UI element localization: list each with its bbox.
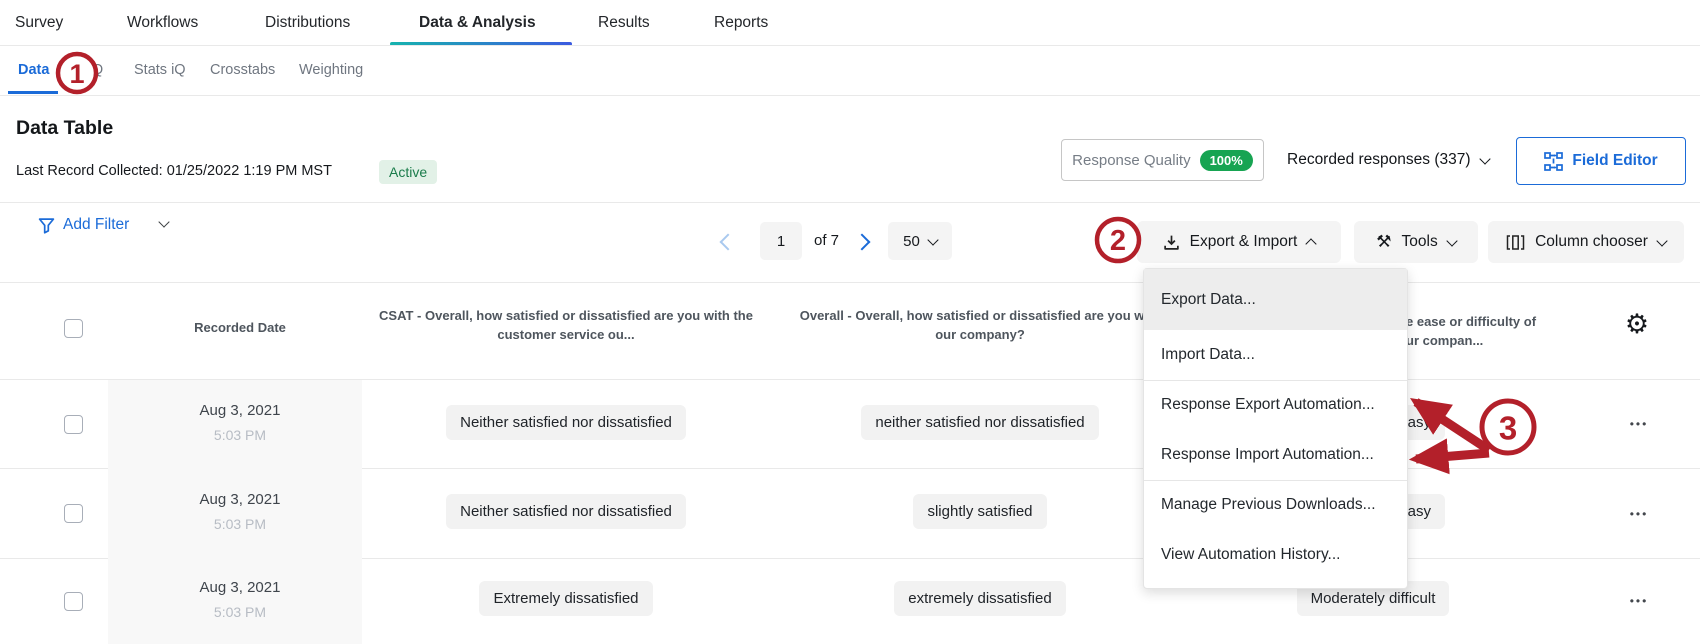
- table-settings-gear-icon[interactable]: ⚙: [1624, 309, 1650, 340]
- column-header-ease-line2: ur compan...: [1406, 333, 1484, 348]
- tab-reports[interactable]: Reports: [714, 14, 769, 31]
- tab-data-analysis[interactable]: Data & Analysis: [419, 14, 536, 31]
- csat-value-chip: Neither satisfied nor dissatisfied: [446, 405, 686, 440]
- annotation-number-3: 3: [1499, 410, 1517, 447]
- table-top-border: [0, 282, 1700, 283]
- csat-value-chip: Neither satisfied nor dissatisfied: [446, 494, 686, 529]
- chevron-down-icon: [1656, 234, 1668, 247]
- row-actions-ellipsis-icon[interactable]: •••: [1629, 417, 1649, 431]
- field-editor-button[interactable]: Field Editor: [1516, 137, 1686, 185]
- column-header-recorded-date[interactable]: Recorded Date: [194, 320, 286, 335]
- field-editor-icon: [1544, 151, 1564, 171]
- tab-workflows[interactable]: Workflows: [127, 14, 199, 31]
- toolbar-divider: [0, 202, 1700, 203]
- date-column-background: [108, 380, 362, 644]
- csat-value-chip: Extremely dissatisfied: [479, 581, 653, 616]
- active-subtab-underline: [8, 91, 58, 94]
- subtab-stats-iq[interactable]: Stats iQ: [134, 62, 186, 78]
- column-header-ease-line1: e ease or difficulty of: [1406, 314, 1537, 329]
- row-checkbox[interactable]: [64, 504, 83, 523]
- recorded-date-value: Aug 3, 2021: [199, 491, 281, 508]
- recorded-date-value: Aug 3, 2021: [199, 579, 281, 596]
- overall-value-chip: extremely dissatisfied: [894, 581, 1066, 616]
- tab-results[interactable]: Results: [598, 14, 650, 31]
- subtab-text-iq[interactable]: Text iQ: [58, 62, 104, 78]
- row-border-1: [0, 468, 1700, 469]
- recorded-responses-dropdown[interactable]: Recorded responses (337): [1287, 139, 1491, 181]
- column-header-ease[interactable]: e ease or difficulty of ur compan...: [1406, 312, 1566, 350]
- filter-chevron-down-icon[interactable]: [158, 216, 170, 228]
- header-row-border: [0, 379, 1700, 380]
- menu-item-response-import-automation[interactable]: Response Import Automation...: [1161, 445, 1374, 463]
- filter-funnel-icon: [38, 217, 55, 234]
- page-previous-button[interactable]: [719, 233, 737, 253]
- download-icon: [1163, 235, 1179, 250]
- page-title: Data Table: [16, 117, 114, 139]
- menu-divider: [1144, 379, 1407, 381]
- tools-wrench-icon: ⚒: [1376, 232, 1392, 252]
- overall-value-chip: neither satisfied nor dissatisfied: [861, 405, 1099, 440]
- column-chooser-button[interactable]: Column chooser: [1488, 221, 1684, 263]
- select-all-checkbox[interactable]: [64, 319, 83, 338]
- menu-item-import-data[interactable]: Import Data...: [1161, 345, 1255, 363]
- last-record-collected: Last Record Collected: 01/25/2022 1:19 P…: [16, 163, 332, 179]
- column-chooser-label: Column chooser: [1535, 233, 1648, 250]
- page-size-dropdown[interactable]: 50: [888, 222, 952, 260]
- response-quality-button[interactable]: Response Quality 100%: [1061, 139, 1264, 181]
- menu-item-response-export-automation[interactable]: Response Export Automation...: [1161, 396, 1375, 414]
- active-tab-underline: [390, 42, 572, 46]
- recorded-time-value: 5:03 PM: [213, 604, 267, 620]
- menu-item-export-data[interactable]: Export Data...: [1144, 269, 1407, 330]
- chevron-down-icon: [1446, 234, 1458, 247]
- tab-survey[interactable]: Survey: [15, 14, 64, 31]
- menu-item-view-automation-history[interactable]: View Automation History...: [1161, 545, 1341, 563]
- recorded-time-value: 5:03 PM: [213, 427, 267, 443]
- export-import-button[interactable]: Export & Import: [1137, 221, 1341, 263]
- add-filter-button[interactable]: Add Filter: [38, 212, 129, 238]
- subtab-weighting[interactable]: Weighting: [299, 62, 364, 78]
- chevron-up-icon: [1305, 238, 1318, 250]
- annotation-number-2: 2: [1110, 225, 1126, 257]
- export-import-menu: Export Data... Import Data... Response E…: [1143, 268, 1408, 589]
- page-size-value: 50: [903, 232, 920, 250]
- recorded-time-value: 5:03 PM: [213, 516, 267, 532]
- overall-value-chip: slightly satisfied: [913, 494, 1047, 529]
- menu-item-manage-previous-downloads[interactable]: Manage Previous Downloads...: [1161, 496, 1376, 514]
- row-actions-ellipsis-icon[interactable]: •••: [1629, 507, 1649, 521]
- tab-distributions[interactable]: Distributions: [265, 14, 351, 31]
- subtab-data[interactable]: Data: [18, 62, 50, 78]
- recorded-date-value: Aug 3, 2021: [199, 402, 281, 419]
- topnav-divider: [0, 45, 1700, 46]
- annotation-circle-3: [1479, 398, 1537, 456]
- subnav-divider: [0, 95, 1700, 96]
- row-actions-ellipsis-icon[interactable]: •••: [1629, 594, 1649, 608]
- page-total-label: of 7: [814, 232, 840, 249]
- field-editor-label: Field Editor: [1572, 152, 1658, 169]
- add-filter-label: Add Filter: [63, 216, 130, 233]
- annotation-circle-2: [1094, 216, 1142, 264]
- subtab-crosstabs[interactable]: Crosstabs: [210, 62, 276, 78]
- chevron-down-icon: [1478, 152, 1491, 165]
- page-number-box[interactable]: 1: [760, 222, 802, 260]
- tools-label: Tools: [1401, 233, 1438, 250]
- column-header-csat[interactable]: CSAT - Overall, how satisfied or dissati…: [379, 308, 753, 342]
- columns-icon: [1506, 234, 1525, 250]
- response-quality-label: Response Quality: [1072, 151, 1191, 169]
- chevron-down-icon: [927, 233, 939, 246]
- recorded-responses-label: Recorded responses (337): [1287, 151, 1471, 168]
- response-quality-value-badge: 100%: [1199, 149, 1253, 171]
- row-checkbox[interactable]: [64, 592, 83, 611]
- row-checkbox[interactable]: [64, 415, 83, 434]
- tools-button[interactable]: ⚒ Tools: [1354, 221, 1478, 263]
- page-next-button[interactable]: [853, 233, 871, 253]
- row-border-2: [0, 558, 1700, 559]
- annotation-arrow-to-response-import: [1408, 438, 1490, 475]
- status-badge: Active: [379, 160, 438, 184]
- menu-divider: [1144, 479, 1407, 481]
- export-import-label: Export & Import: [1189, 233, 1298, 250]
- column-header-overall[interactable]: Overall - Overall, how satisfied or diss…: [799, 308, 1161, 342]
